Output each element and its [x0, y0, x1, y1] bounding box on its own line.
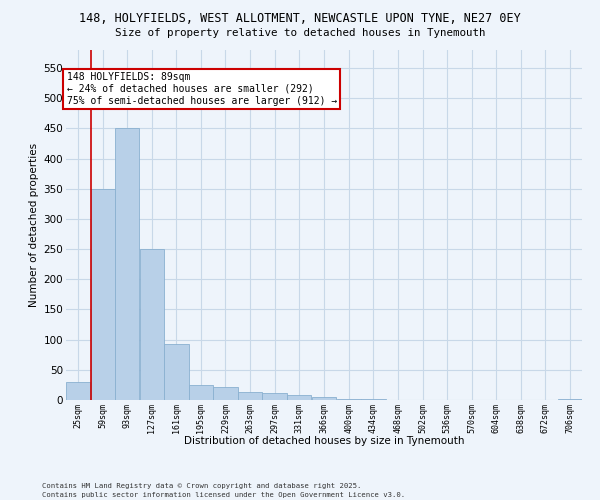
Bar [337, 399, 361, 400]
Text: 148 HOLYFIELDS: 89sqm
← 24% of detached houses are smaller (292)
75% of semi-det: 148 HOLYFIELDS: 89sqm ← 24% of detached … [67, 72, 337, 106]
Bar [557, 399, 582, 400]
X-axis label: Distribution of detached houses by size in Tynemouth: Distribution of detached houses by size … [184, 436, 464, 446]
Text: Size of property relative to detached houses in Tynemouth: Size of property relative to detached ho… [115, 28, 485, 38]
Bar [312, 397, 337, 400]
Bar [115, 128, 139, 400]
Y-axis label: Number of detached properties: Number of detached properties [29, 143, 40, 307]
Text: Contains public sector information licensed under the Open Government Licence v3: Contains public sector information licen… [42, 492, 405, 498]
Bar [164, 344, 188, 400]
Bar [140, 249, 164, 400]
Bar [262, 394, 287, 400]
Bar [66, 382, 91, 400]
Bar [91, 189, 115, 400]
Bar [214, 386, 238, 400]
Text: 148, HOLYFIELDS, WEST ALLOTMENT, NEWCASTLE UPON TYNE, NE27 0EY: 148, HOLYFIELDS, WEST ALLOTMENT, NEWCAST… [79, 12, 521, 26]
Text: Contains HM Land Registry data © Crown copyright and database right 2025.: Contains HM Land Registry data © Crown c… [42, 483, 361, 489]
Bar [287, 395, 311, 400]
Bar [189, 385, 213, 400]
Bar [238, 392, 262, 400]
